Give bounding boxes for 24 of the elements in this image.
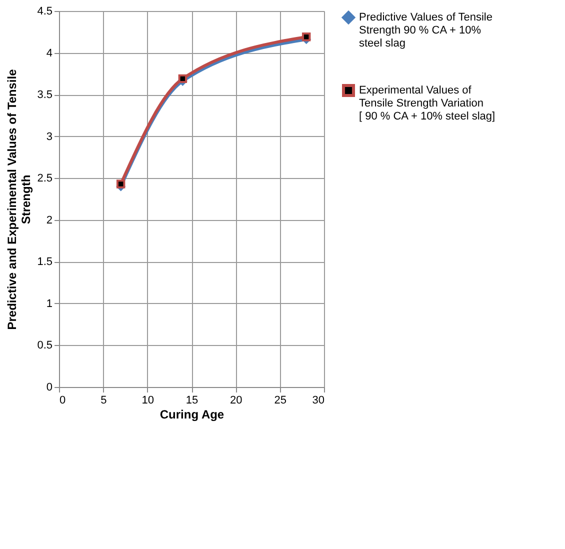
x-axis-title: Curing Age	[160, 408, 224, 422]
x-tick-label: 25	[274, 394, 286, 406]
y-tick-label: 0	[46, 382, 52, 394]
legend-label: Predictive Values of Tensile Strength 90 % CA + 10% steel slag	[359, 12, 492, 50]
point	[116, 180, 126, 188]
x-tick-label: 10	[142, 394, 154, 406]
x-tick-label: 20	[230, 394, 242, 406]
y-tick-label: 4.5	[37, 6, 52, 18]
x-tick-label: 0	[60, 394, 66, 406]
x-tick-label: 15	[186, 394, 198, 406]
y-tick-label: 0.5	[37, 340, 52, 352]
y-tick-label: 3.5	[37, 89, 52, 102]
legend-label: Experimental Values of Tensile Strength Variation [ 90 % CA + 10% steel slag]	[359, 84, 496, 122]
y-tick-label: 4	[46, 47, 52, 60]
x-tick-label: 5	[100, 394, 107, 406]
y-tick-label: 1	[46, 298, 52, 310]
y-tick-label: 2	[46, 214, 52, 226]
point	[302, 32, 311, 42]
y-tick-label: 1.5	[37, 256, 52, 268]
point	[178, 74, 188, 84]
y-tick-label: 3	[46, 130, 52, 143]
x-tick-label: 30	[312, 394, 324, 406]
y-tick-label: 2.5	[37, 172, 52, 185]
y-axis-title: Predictive and Experimental Values of Tensile Strength	[5, 68, 34, 330]
